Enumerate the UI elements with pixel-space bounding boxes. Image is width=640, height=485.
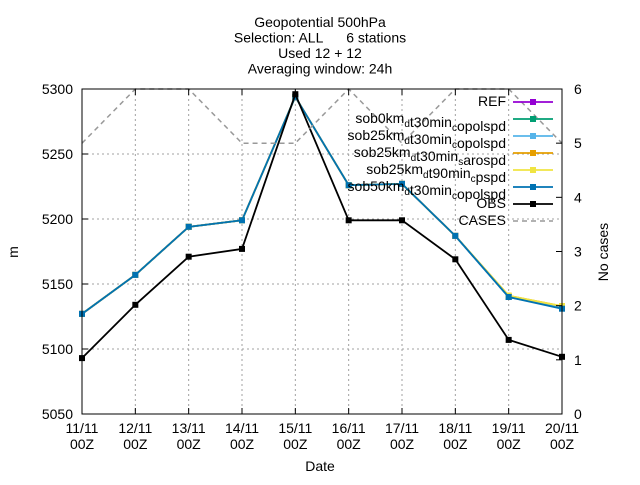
legend-swatch-marker	[530, 99, 536, 105]
legend-label: OBS	[476, 195, 506, 211]
data-point	[452, 232, 459, 239]
data-point	[185, 223, 192, 230]
y-axis-label: m	[5, 246, 21, 258]
legend-label: sob25kmdt90mincpspd	[366, 161, 506, 185]
y-tick-label: 5250	[42, 146, 73, 162]
chart-title-line: Averaging window: 24h	[248, 61, 393, 77]
data-point	[132, 271, 139, 278]
legend: REFsob0kmdt30mincopolspdsob25kmdt30minco…	[348, 93, 553, 228]
x-tick-label: 17/11	[385, 420, 419, 436]
chart-title-line: Selection: ALL 6 stations	[234, 30, 406, 46]
x-tick-label: 00Z	[283, 436, 308, 452]
x-tick-label: 16/11	[332, 420, 366, 436]
x-tick-label: 15/11	[278, 420, 312, 436]
x-tick-label: 00Z	[550, 436, 575, 452]
series-line	[81, 94, 563, 315]
x-tick-label: 00Z	[177, 436, 202, 452]
x-axis-label: Date	[305, 458, 335, 474]
legend-swatch-marker	[530, 184, 536, 190]
y-tick-label: 5300	[42, 81, 73, 97]
series-line	[81, 91, 563, 359]
data-point	[345, 182, 352, 189]
legend-swatch-marker	[530, 133, 536, 139]
x-tick-label: 20/11	[545, 420, 579, 436]
x-tick-label: 13/11	[172, 420, 206, 436]
y-tick-label: 5200	[42, 211, 73, 227]
chart-title-line: Used 12 + 12	[278, 45, 362, 61]
y2-tick-label: 2	[574, 298, 582, 314]
x-tick-label: 00Z	[70, 436, 95, 452]
axes: 505051005150520052505300012345611/1100Z1…	[5, 81, 611, 474]
legend-swatch-marker	[530, 116, 536, 122]
y-tick-label: 5050	[42, 406, 73, 422]
data-point	[505, 294, 512, 300]
y2-tick-label: 3	[574, 244, 582, 260]
series-group	[79, 87, 565, 362]
legend-label: sob25kmdt30mincopolspd	[348, 127, 506, 151]
data-point	[132, 301, 139, 308]
data-point	[185, 253, 192, 260]
data-point	[239, 245, 245, 252]
data-point	[345, 217, 352, 224]
x-tick-label: 12/11	[118, 420, 152, 436]
legend-label: REF	[478, 93, 506, 109]
legend-label: sob25kmdt30minsarospd	[354, 144, 506, 168]
y2-tick-label: 0	[574, 406, 582, 422]
x-tick-label: 18/11	[438, 420, 472, 436]
x-tick-label: 19/11	[492, 420, 526, 436]
y2-tick-label: 6	[574, 81, 582, 97]
legend-label: sob0kmdt30mincopolspd	[355, 110, 506, 134]
y-tick-label: 5100	[42, 341, 73, 357]
y2-tick-label: 1	[574, 352, 582, 368]
data-point	[239, 217, 245, 224]
y2-tick-label: 4	[574, 189, 582, 205]
legend-label: CASES	[459, 212, 506, 228]
legend-swatch-marker	[530, 167, 536, 173]
data-point	[399, 180, 405, 187]
x-tick-label: 00Z	[230, 436, 255, 452]
data-point	[399, 217, 405, 224]
x-tick-label: 00Z	[443, 436, 468, 452]
chart-title-line: Geopotential 500hPa	[254, 14, 386, 30]
legend-label: sob50kmdt30mincopolspd	[348, 178, 506, 202]
legend-swatch-marker	[530, 201, 536, 207]
x-tick-label: 00Z	[390, 436, 415, 452]
x-tick-label: 00Z	[497, 436, 522, 452]
x-tick-label: 14/11	[225, 420, 259, 436]
data-point	[452, 256, 459, 263]
legend-swatch-marker	[530, 150, 536, 156]
data-point	[505, 336, 512, 343]
y-tick-label: 5150	[42, 276, 73, 292]
x-tick-label: 11/11	[66, 420, 99, 436]
x-tick-label: 00Z	[123, 436, 148, 452]
grid	[82, 89, 562, 414]
y2-axis-label: No cases	[595, 223, 611, 281]
x-tick-label: 00Z	[337, 436, 362, 452]
y2-tick-label: 5	[574, 135, 582, 151]
